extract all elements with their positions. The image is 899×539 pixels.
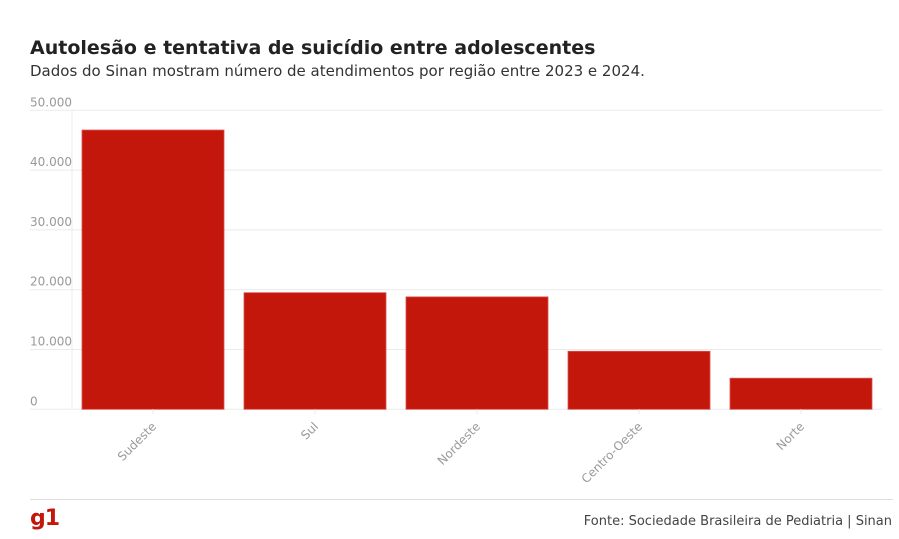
bar-sul — [243, 292, 387, 410]
x-tick-label: Nordeste — [435, 420, 483, 468]
chart-subtitle: Dados do Sinan mostram número de atendim… — [30, 62, 645, 80]
y-tick-label: 40.000 — [30, 155, 72, 169]
y-tick-label: 50.000 — [30, 95, 72, 109]
bar-norte — [729, 377, 873, 410]
y-tick-label: 30.000 — [30, 215, 72, 229]
bar-centro-oeste — [567, 350, 711, 410]
bar-sudeste — [81, 129, 225, 410]
y-tick-label: 10.000 — [30, 335, 72, 349]
y-tick-label: 20.000 — [30, 275, 72, 289]
bar-nordeste — [405, 296, 549, 410]
x-tick-label: Sul — [298, 420, 321, 443]
source-note: Fonte: Sociedade Brasileira de Pediatria… — [583, 514, 892, 529]
footer-divider — [30, 499, 893, 500]
g1-logo: g1 — [30, 506, 60, 531]
y-tick-label: 0 — [30, 394, 38, 408]
x-tick-label: Norte — [774, 420, 807, 453]
bar-chart: 0 10.000 20.000 30.000 40.000 50.000 Sudeste Su… — [30, 95, 882, 487]
x-tick-label: Centro-Oeste — [579, 420, 646, 487]
chart-title: Autolesão e tentativa de suicídio entre … — [30, 37, 596, 59]
x-tick-label: Sudeste — [115, 420, 159, 464]
